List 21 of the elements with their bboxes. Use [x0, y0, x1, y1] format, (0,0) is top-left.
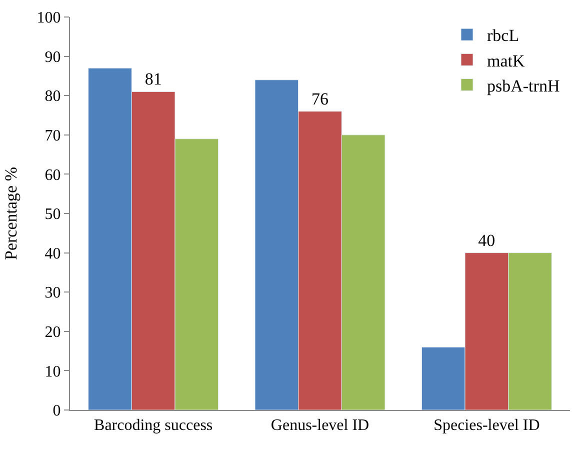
x-tick-label: Species-level ID — [434, 417, 540, 434]
y-tick-label: 10 — [44, 363, 61, 380]
data-label: 76 — [312, 89, 328, 108]
y-tick-label: 70 — [44, 128, 61, 144]
y-tick-label: 40 — [44, 245, 61, 262]
y-tick-label: 30 — [44, 284, 61, 302]
data-label: 40 — [478, 230, 496, 250]
y-tick-label: 50 — [44, 206, 61, 224]
y-tick-label: 80 — [44, 88, 61, 106]
legend-label: matK — [487, 51, 526, 70]
legend-label: rbcL — [487, 26, 520, 46]
y-axis-title: Percentage % — [1, 167, 20, 260]
x-tick-label: Genus-level ID — [270, 417, 370, 434]
y-tick-label: 90 — [44, 48, 61, 66]
y-tick-label: 0 — [52, 402, 61, 420]
y-tick-label: 100 — [36, 10, 61, 27]
y-tick-label: 20 — [44, 324, 61, 341]
y-tick-label: 60 — [44, 166, 61, 184]
legend-label: psbA-trnH — [487, 76, 560, 96]
x-tick-label: Barcoding success — [94, 417, 213, 434]
data-label: 81 — [144, 70, 162, 89]
